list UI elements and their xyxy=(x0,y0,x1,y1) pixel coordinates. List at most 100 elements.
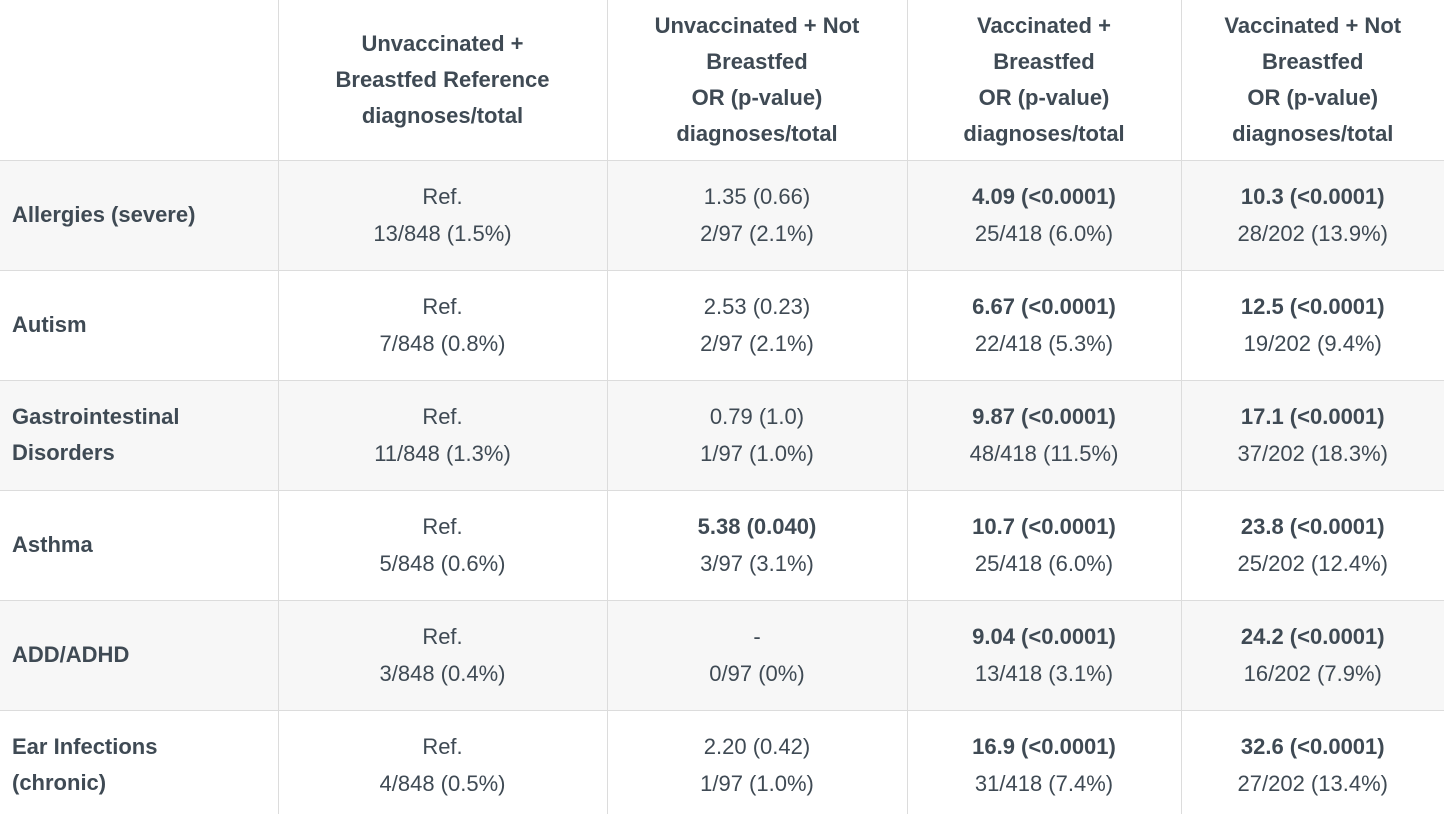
cell-reference: Ref. 11/848 (1.3%) xyxy=(277,379,608,491)
or-value: 5.38 (0.040) xyxy=(697,514,817,539)
table-row-ear-infections: Ear Infections (chronic) Ref. 4/848 (0.5… xyxy=(0,709,1444,814)
counts-value: 25/202 (12.4%) xyxy=(1237,551,1388,576)
table-row-allergies: Allergies (severe) Ref. 13/848 (1.5%) 1.… xyxy=(0,159,1444,271)
or-value: 2.53 (0.23) xyxy=(703,294,811,319)
or-value: Ref. xyxy=(422,294,463,319)
header-line: diagnoses/total xyxy=(1232,120,1394,146)
cell-unvax-notbf: - 0/97 (0%) xyxy=(606,599,908,711)
table-row-asthma: Asthma Ref. 5/848 (0.6%) 5.38 (0.040) 3/… xyxy=(0,489,1444,601)
cell-vax-notbf: 17.1 (<0.0001) 37/202 (18.3%) xyxy=(1180,379,1444,491)
cell-reference: Ref. 4/848 (0.5%) xyxy=(277,709,608,814)
table-header-row: Unvaccinated + Breastfed Reference diagn… xyxy=(0,0,1444,161)
counts-value: 25/418 (6.0%) xyxy=(974,551,1114,576)
counts-value: 2/97 (2.1%) xyxy=(700,221,814,246)
row-label: Allergies (severe) xyxy=(0,159,279,271)
counts-value: 19/202 (9.4%) xyxy=(1243,331,1382,356)
counts-value: 37/202 (18.3%) xyxy=(1237,441,1388,466)
table-row-autism: Autism Ref. 7/848 (0.8%) 2.53 (0.23) 2/9… xyxy=(0,269,1444,381)
counts-value: 25/418 (6.0%) xyxy=(974,221,1114,246)
header-line: OR (p-value) xyxy=(1247,84,1379,110)
or-value: 32.6 (<0.0001) xyxy=(1240,734,1385,759)
counts-value: 28/202 (13.9%) xyxy=(1237,221,1388,246)
counts-value: 16/202 (7.9%) xyxy=(1243,661,1382,686)
counts-value: 1/97 (1.0%) xyxy=(700,771,814,796)
counts-value: 27/202 (13.4%) xyxy=(1237,771,1388,796)
cell-vax-notbf: 12.5 (<0.0001) 19/202 (9.4%) xyxy=(1180,269,1444,381)
header-line: diagnoses/total xyxy=(361,102,524,128)
header-line: diagnoses/total xyxy=(676,120,838,146)
or-value: 2.20 (0.42) xyxy=(703,734,811,759)
header-line: Vaccinated + xyxy=(977,12,1111,38)
table-row-gastrointestinal: Gastrointestinal Disorders Ref. 11/848 (… xyxy=(0,379,1444,491)
cell-vax-bf: 9.04 (<0.0001) 13/418 (3.1%) xyxy=(906,599,1182,711)
counts-value: 13/848 (1.5%) xyxy=(373,221,512,246)
header-vaccinated-not-breastfed: Vaccinated + Not Breastfed OR (p-value) … xyxy=(1180,0,1444,161)
cell-reference: Ref. 7/848 (0.8%) xyxy=(277,269,608,381)
cell-unvax-notbf: 5.38 (0.040) 3/97 (3.1%) xyxy=(606,489,908,601)
or-value: 6.67 (<0.0001) xyxy=(972,294,1116,319)
header-line: Breastfed xyxy=(1262,48,1364,74)
or-value: 12.5 (<0.0001) xyxy=(1240,294,1385,319)
counts-value: 13/418 (3.1%) xyxy=(974,661,1114,686)
cell-reference: Ref. 5/848 (0.6%) xyxy=(277,489,608,601)
counts-value: 11/848 (1.3%) xyxy=(374,441,511,466)
header-empty-cell xyxy=(0,0,279,161)
header-line: OR (p-value) xyxy=(978,84,1110,110)
counts-value: 2/97 (2.1%) xyxy=(700,331,814,356)
header-vaccinated-breastfed: Vaccinated + Breastfed OR (p-value) diag… xyxy=(906,0,1182,161)
or-value: Ref. xyxy=(422,184,463,209)
or-value: 16.9 (<0.0001) xyxy=(972,734,1116,759)
header-line: Breastfed xyxy=(993,48,1095,74)
cell-reference: Ref. 13/848 (1.5%) xyxy=(277,159,608,271)
counts-value: 3/848 (0.4%) xyxy=(379,661,506,686)
counts-value: 7/848 (0.8%) xyxy=(379,331,506,356)
cell-vax-notbf: 23.8 (<0.0001) 25/202 (12.4%) xyxy=(1180,489,1444,601)
counts-value: 48/418 (11.5%) xyxy=(969,441,1119,466)
row-label: Autism xyxy=(0,269,279,381)
cell-vax-bf: 4.09 (<0.0001) 25/418 (6.0%) xyxy=(906,159,1182,271)
or-value: Ref. xyxy=(422,734,463,759)
cell-reference: Ref. 3/848 (0.4%) xyxy=(277,599,608,711)
header-line: diagnoses/total xyxy=(963,120,1125,146)
cell-vax-notbf: 24.2 (<0.0001) 16/202 (7.9%) xyxy=(1180,599,1444,711)
cell-unvax-notbf: 2.53 (0.23) 2/97 (2.1%) xyxy=(606,269,908,381)
or-value: Ref. xyxy=(422,514,463,539)
cell-vax-bf: 10.7 (<0.0001) 25/418 (6.0%) xyxy=(906,489,1182,601)
cell-unvax-notbf: 1.35 (0.66) 2/97 (2.1%) xyxy=(606,159,908,271)
table-row-add-adhd: ADD/ADHD Ref. 3/848 (0.4%) - 0/97 (0%) 9… xyxy=(0,599,1444,711)
counts-value: 5/848 (0.6%) xyxy=(379,551,506,576)
or-value: 23.8 (<0.0001) xyxy=(1240,514,1385,539)
or-value: Ref. xyxy=(422,404,463,429)
counts-value: 31/418 (7.4%) xyxy=(974,771,1114,796)
counts-value: 22/418 (5.3%) xyxy=(974,331,1114,356)
header-line: Vaccinated + Not xyxy=(1224,12,1402,38)
or-value: Ref. xyxy=(422,624,463,649)
header-line: Unvaccinated + xyxy=(361,30,524,56)
or-value: 17.1 (<0.0001) xyxy=(1240,404,1385,429)
counts-value: 1/97 (1.0%) xyxy=(700,441,814,466)
counts-value: 4/848 (0.5%) xyxy=(379,771,506,796)
header-line: Breastfed xyxy=(706,48,808,74)
row-label: Gastrointestinal Disorders xyxy=(0,379,279,491)
header-line: Unvaccinated + Not xyxy=(654,12,860,38)
cell-vax-notbf: 10.3 (<0.0001) 28/202 (13.9%) xyxy=(1180,159,1444,271)
or-value: 10.3 (<0.0001) xyxy=(1240,184,1385,209)
header-line: OR (p-value) xyxy=(691,84,823,110)
cell-unvax-notbf: 2.20 (0.42) 1/97 (1.0%) xyxy=(606,709,908,814)
cell-vax-bf: 16.9 (<0.0001) 31/418 (7.4%) xyxy=(906,709,1182,814)
row-label: Ear Infections (chronic) xyxy=(0,709,279,814)
counts-value: 3/97 (3.1%) xyxy=(700,551,814,576)
cell-vax-notbf: 32.6 (<0.0001) 27/202 (13.4%) xyxy=(1180,709,1444,814)
header-line: Breastfed Reference xyxy=(335,66,550,92)
header-unvaccinated-breastfed: Unvaccinated + Breastfed Reference diagn… xyxy=(277,0,608,161)
row-label: Asthma xyxy=(0,489,279,601)
cell-vax-bf: 6.67 (<0.0001) 22/418 (5.3%) xyxy=(906,269,1182,381)
or-value: - xyxy=(753,624,761,649)
counts-value: 0/97 (0%) xyxy=(709,661,805,686)
cell-vax-bf: 9.87 (<0.0001) 48/418 (11.5%) xyxy=(906,379,1182,491)
or-value: 1.35 (0.66) xyxy=(703,184,811,209)
or-value: 10.7 (<0.0001) xyxy=(972,514,1116,539)
or-value: 4.09 (<0.0001) xyxy=(972,184,1116,209)
